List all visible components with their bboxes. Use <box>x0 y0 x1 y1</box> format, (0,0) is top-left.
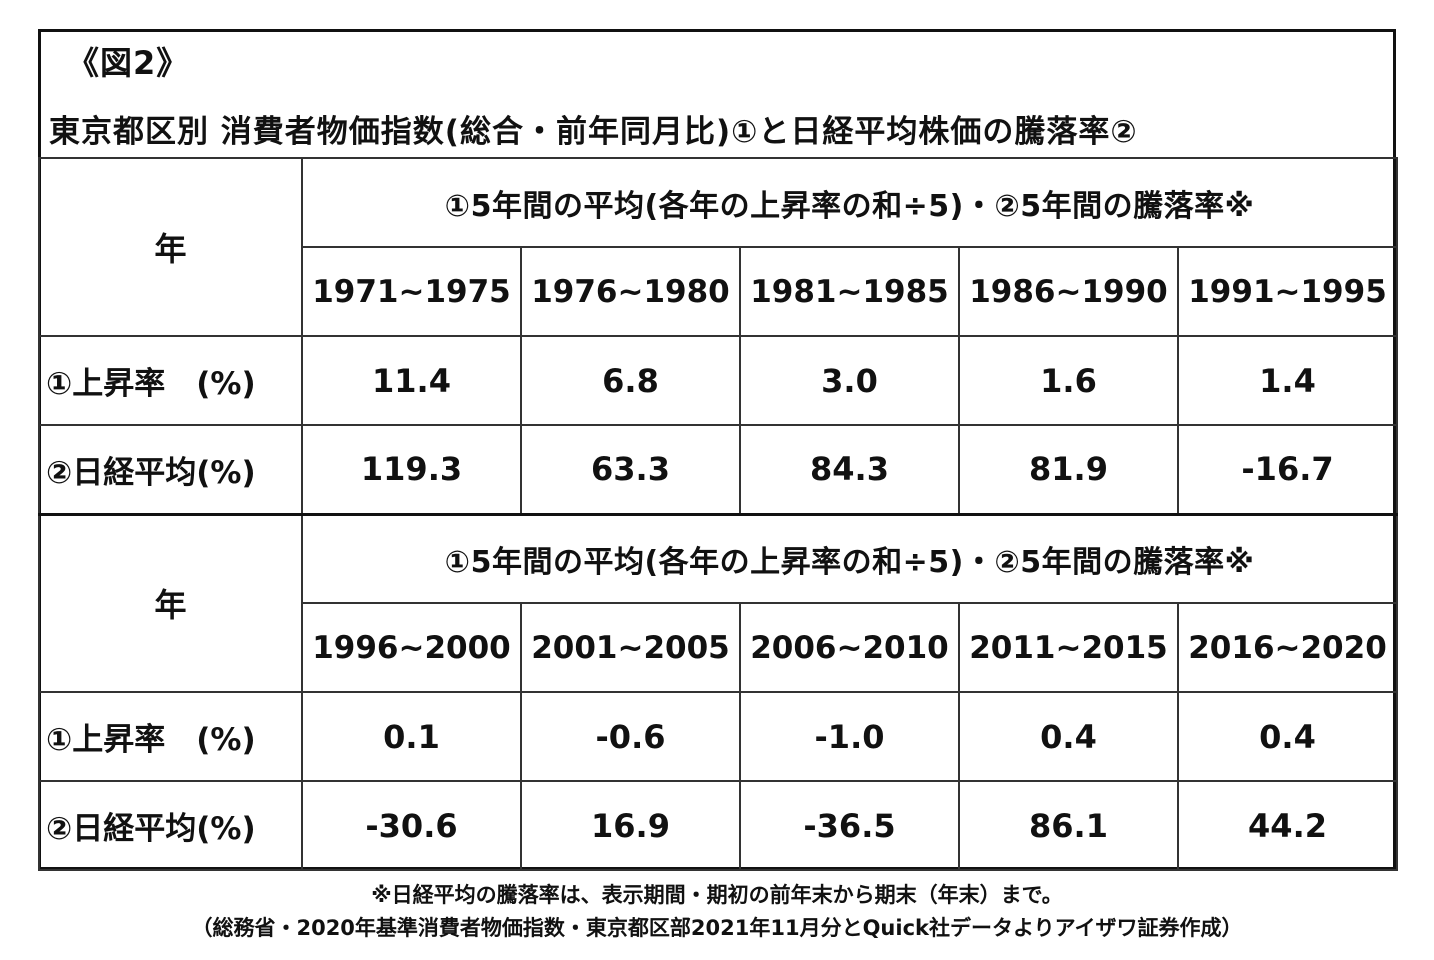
year-header: 年 <box>38 157 303 337</box>
header-row: 年 ①5年間の平均(各年の上昇率の和÷5)・②5年間の騰落率※ <box>38 157 1399 337</box>
value-cell: -36.5 <box>739 780 960 871</box>
row-label: ①上昇率 (%) <box>38 335 303 426</box>
value-cell: 6.8 <box>520 335 741 426</box>
row-label: ①上昇率 (%) <box>38 691 303 782</box>
period-cell: 1996~2000 <box>301 602 522 693</box>
year-header: 年 <box>38 512 303 693</box>
period-cell: 1981~1985 <box>739 246 960 337</box>
source-note: （総務省・2020年基準消費者物価指数・東京都区部2021年11月分とQuick… <box>191 916 1243 940</box>
period-cell: 2011~2015 <box>958 602 1179 693</box>
value-cell: 84.3 <box>739 424 960 515</box>
value-cell: 0.1 <box>301 691 522 782</box>
period-row: 1996~2000 2001~2005 2006~2010 2011~2015 … <box>39 602 1399 693</box>
period-cell: 2006~2010 <box>739 602 960 693</box>
value-cell: 11.4 <box>301 335 522 426</box>
value-cell: 0.4 <box>1176 691 1399 782</box>
period-cell: 1991~1995 <box>1176 246 1399 337</box>
value-cell: -16.7 <box>1176 424 1399 515</box>
period-cell: 1971~1975 <box>301 246 522 337</box>
value-cell: 16.9 <box>520 780 741 871</box>
figure-frame: 《図2》 東京都区別 消費者物価指数(総合・前年同月比)①と日経平均株価の騰落率… <box>38 29 1399 871</box>
value-cell: -0.6 <box>520 691 741 782</box>
span-header: ①5年間の平均(各年の上昇率の和÷5)・②5年間の騰落率※ <box>300 512 1399 604</box>
table-row: ①上昇率 (%) 0.1 -0.6 -1.0 0.4 0.4 <box>38 691 1399 782</box>
value-cell: 1.4 <box>1176 335 1399 426</box>
table-row: ①上昇率 (%) 11.4 6.8 3.0 1.6 1.4 <box>38 335 1399 426</box>
value-cell: 119.3 <box>301 424 522 515</box>
value-cell: 0.4 <box>958 691 1179 782</box>
value-cell: 81.9 <box>958 424 1179 515</box>
header-row: 年 ①5年間の平均(各年の上昇率の和÷5)・②5年間の騰落率※ <box>38 512 1399 693</box>
value-cell: -30.6 <box>301 780 522 871</box>
value-cell: 63.3 <box>520 424 741 515</box>
data-table: 年 ①5年間の平均(各年の上昇率の和÷5)・②5年間の騰落率※ 1971~197… <box>38 157 1399 871</box>
value-cell: 44.2 <box>1176 780 1399 871</box>
period-cell: 2001~2005 <box>520 602 741 693</box>
period-cell: 1976~1980 <box>520 246 741 337</box>
value-cell: 3.0 <box>739 335 960 426</box>
table-row: ②日経平均(%) -30.6 16.9 -36.5 86.1 44.2 <box>38 780 1399 871</box>
figure-label: 《図2》 <box>67 44 190 82</box>
value-cell: 86.1 <box>958 780 1179 871</box>
figure-title: 東京都区別 消費者物価指数(総合・前年同月比)①と日経平均株価の騰落率② <box>49 114 1138 150</box>
value-cell: -1.0 <box>739 691 960 782</box>
period-row: 1971~1975 1976~1980 1981~1985 1986~1990 … <box>39 246 1399 337</box>
period-cell: 2016~2020 <box>1176 602 1399 693</box>
value-cell: 1.6 <box>958 335 1179 426</box>
span-header: ①5年間の平均(各年の上昇率の和÷5)・②5年間の騰落率※ <box>300 157 1399 248</box>
table-row: ②日経平均(%) 119.3 63.3 84.3 81.9 -16.7 <box>38 424 1399 515</box>
period-cell: 1986~1990 <box>958 246 1179 337</box>
footnote: ※日経平均の騰落率は、表示期間・期初の前年末から期末（年末）まで。 <box>371 883 1063 907</box>
row-label: ②日経平均(%) <box>38 780 303 871</box>
row-label: ②日経平均(%) <box>38 424 303 515</box>
